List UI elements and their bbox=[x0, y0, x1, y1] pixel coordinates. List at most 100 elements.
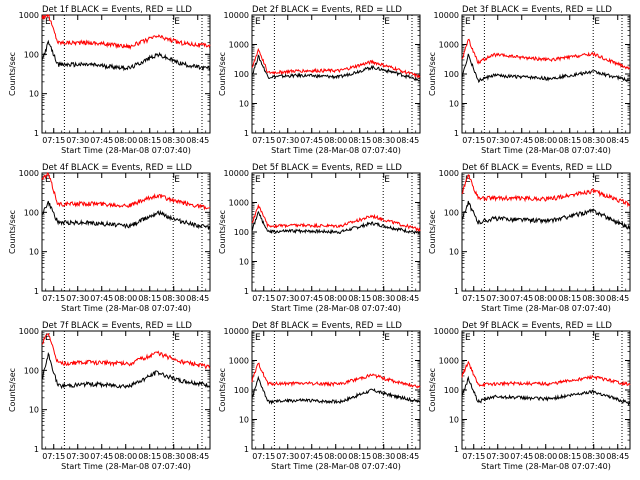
y-tick-label: 1000 bbox=[19, 169, 39, 178]
lld-series-line bbox=[41, 14, 211, 50]
x-tick-label: 07:45 bbox=[300, 136, 323, 145]
y-tick-label: 1 bbox=[454, 445, 459, 454]
x-tick-label: 08:15 bbox=[558, 136, 581, 145]
x-tick-label: 08:30 bbox=[582, 136, 605, 145]
plot-frame bbox=[41, 330, 211, 450]
panel-title: Det 9f BLACK = Events, RED = LLD bbox=[462, 321, 612, 331]
events-series-line bbox=[461, 375, 631, 407]
x-tick-label: 08:30 bbox=[372, 452, 395, 461]
y-tick-label: 10 bbox=[449, 100, 459, 109]
y-axis-label: Counts/sec bbox=[428, 210, 437, 254]
x-tick-label: 07:15 bbox=[252, 294, 275, 303]
x-tick-label: 08:45 bbox=[186, 136, 209, 145]
x-tick-label: 07:45 bbox=[510, 294, 533, 303]
y-tick-label: 10 bbox=[29, 406, 39, 415]
x-tick-label: 08:30 bbox=[162, 294, 185, 303]
panel-det-4: Det 4f BLACK = Events, RED = LLD 1 10 100 10… bbox=[8, 163, 211, 313]
annotation-marker: E bbox=[465, 175, 471, 185]
y-tick-label: 100 bbox=[444, 386, 459, 395]
panel-det-2: Det 2f BLACK = Events, RED = LLD 1 10 100 10… bbox=[218, 5, 421, 155]
y-tick-label: 10000 bbox=[224, 169, 249, 178]
y-tick-label: 1000 bbox=[229, 199, 249, 208]
x-tick-label: 08:00 bbox=[534, 294, 557, 303]
events-series-line bbox=[251, 54, 421, 82]
x-tick-label: 07:30 bbox=[66, 452, 89, 461]
y-axis-label: Counts/sec bbox=[8, 210, 17, 254]
x-tick-label: 08:30 bbox=[582, 452, 605, 461]
x-tick-label: 08:30 bbox=[162, 136, 185, 145]
x-tick-label: 08:45 bbox=[606, 294, 629, 303]
x-tick-label: 08:00 bbox=[114, 136, 137, 145]
x-tick-label: 08:45 bbox=[396, 294, 419, 303]
annotation-marker: E bbox=[384, 333, 390, 343]
x-tick-label: 08:00 bbox=[324, 136, 347, 145]
panel-det-1: Det 1f BLACK = Events, RED = LLD 1 10 100 10… bbox=[8, 5, 211, 155]
annotation-marker: E bbox=[384, 175, 390, 185]
x-tick-label: 08:45 bbox=[396, 136, 419, 145]
x-tick-label: 08:45 bbox=[186, 294, 209, 303]
y-axis-label: Counts/sec bbox=[8, 368, 17, 412]
plot-frame bbox=[461, 330, 631, 450]
annotation-marker: E bbox=[594, 333, 600, 343]
panel-det-7: Det 7f BLACK = Events, RED = LLD 1 10 100 10… bbox=[8, 321, 211, 471]
y-tick-label: 10 bbox=[239, 100, 249, 109]
x-tick-label: 08:15 bbox=[348, 294, 371, 303]
panel-title: Det 3f BLACK = Events, RED = LLD bbox=[462, 5, 612, 15]
x-tick-label: 07:30 bbox=[276, 136, 299, 145]
annotation-marker: E bbox=[255, 17, 261, 27]
x-tick-label: 07:15 bbox=[42, 136, 65, 145]
x-tick-label: 07:30 bbox=[66, 136, 89, 145]
x-axis-label: Start Time (28-Mar-08 07:07:40) bbox=[61, 462, 191, 471]
y-axis-label: Counts/sec bbox=[218, 52, 227, 96]
events-series-line bbox=[251, 210, 421, 235]
x-axis-label: Start Time (28-Mar-08 07:07:40) bbox=[271, 304, 401, 313]
x-tick-label: 08:30 bbox=[372, 136, 395, 145]
annotation-marker: E bbox=[174, 333, 180, 343]
y-tick-label: 100 bbox=[24, 50, 39, 59]
x-tick-label: 08:00 bbox=[534, 452, 557, 461]
x-tick-label: 08:00 bbox=[324, 452, 347, 461]
events-series-line bbox=[461, 200, 631, 230]
y-tick-label: 10 bbox=[239, 416, 249, 425]
panel-det-8: Det 8f BLACK = Events, RED = LLD 1 10 100 10… bbox=[218, 321, 421, 471]
annotation-marker: E bbox=[45, 333, 51, 343]
x-tick-label: 07:30 bbox=[276, 294, 299, 303]
panel-title: Det 2f BLACK = Events, RED = LLD bbox=[252, 5, 402, 15]
x-tick-label: 08:15 bbox=[348, 452, 371, 461]
annotation-marker: E bbox=[45, 175, 51, 185]
lld-series-line bbox=[41, 171, 211, 211]
x-tick-label: 08:15 bbox=[558, 452, 581, 461]
lld-series-line bbox=[251, 47, 421, 79]
y-tick-label: 100 bbox=[444, 70, 459, 79]
x-tick-label: 08:00 bbox=[114, 452, 137, 461]
x-tick-label: 07:45 bbox=[510, 136, 533, 145]
x-tick-label: 07:30 bbox=[486, 452, 509, 461]
plot-frame bbox=[251, 330, 421, 450]
x-tick-label: 08:15 bbox=[348, 136, 371, 145]
x-axis-label: Start Time (28-Mar-08 07:07:40) bbox=[481, 304, 611, 313]
x-tick-label: 08:00 bbox=[114, 294, 137, 303]
x-tick-label: 07:15 bbox=[42, 294, 65, 303]
lld-series-line bbox=[251, 362, 421, 389]
y-axis-label: Counts/sec bbox=[218, 210, 227, 254]
y-tick-label: 100 bbox=[24, 208, 39, 217]
plot-frame bbox=[251, 14, 421, 134]
x-tick-label: 08:15 bbox=[138, 294, 161, 303]
y-tick-label: 1 bbox=[34, 445, 39, 454]
y-tick-label: 1 bbox=[34, 287, 39, 296]
x-tick-label: 07:15 bbox=[462, 452, 485, 461]
y-tick-label: 100 bbox=[444, 208, 459, 217]
x-axis-label: Start Time (28-Mar-08 07:07:40) bbox=[481, 462, 611, 471]
y-tick-label: 10 bbox=[29, 90, 39, 99]
annotation-marker: E bbox=[45, 17, 51, 27]
panel-title: Det 1f BLACK = Events, RED = LLD bbox=[42, 5, 192, 15]
annotation-marker: E bbox=[255, 175, 261, 185]
y-tick-label: 100 bbox=[234, 70, 249, 79]
y-tick-label: 1 bbox=[244, 445, 249, 454]
panel-title: Det 8f BLACK = Events, RED = LLD bbox=[252, 321, 402, 331]
lld-series-line bbox=[461, 174, 631, 208]
x-tick-label: 08:30 bbox=[582, 294, 605, 303]
lld-series-line bbox=[461, 38, 631, 70]
y-tick-label: 100 bbox=[234, 228, 249, 237]
x-axis-label: Start Time (28-Mar-08 07:07:40) bbox=[271, 146, 401, 155]
